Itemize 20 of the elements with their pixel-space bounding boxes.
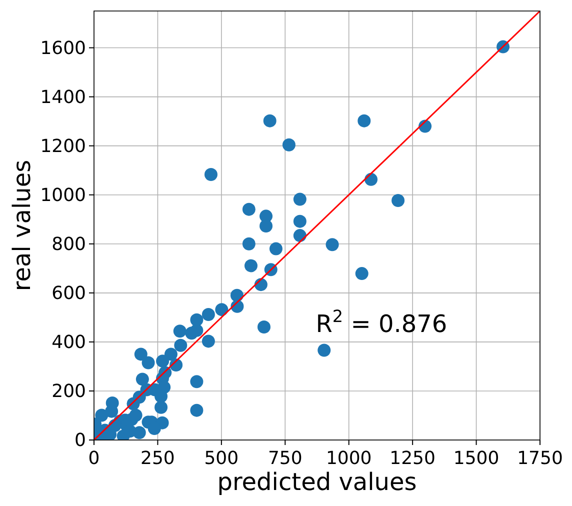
annotation: R$^{2}$ = 0.876 [316,306,448,338]
y-tick-label: 400 [52,332,86,353]
x-axis-title: predicted values [217,468,417,496]
y-axis-title: real values [8,160,36,292]
y-tick-label: 1200 [40,136,86,157]
y-tick-label: 0 [74,430,86,451]
x-tick-label: 0 [88,448,100,469]
x-tick-label: 500 [204,448,239,469]
y-tick-label: 600 [52,282,86,304]
x-tick-label: 1750 [517,448,563,469]
x-tick-label: 1500 [453,448,500,469]
y-tick-label: 200 [52,380,86,402]
x-tick-label: 250 [140,448,175,469]
y-tick-label: 1000 [40,184,86,206]
x-tick-label: 1000 [326,448,372,469]
x-tick-label: 750 [268,448,302,469]
y-tick-label: 800 [52,234,86,255]
x-tick-label: 1250 [390,448,436,469]
y-tick-label: 1600 [40,38,86,59]
y-tick-label: 1400 [40,86,86,108]
